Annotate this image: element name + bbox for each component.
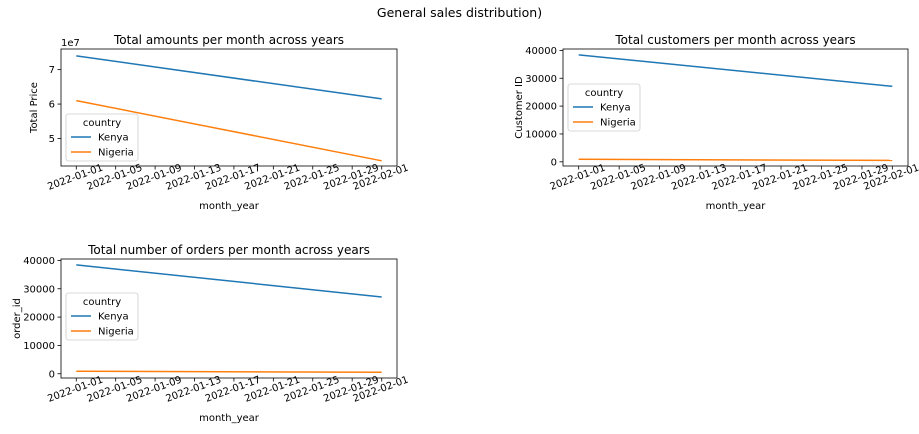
series-line-nigeria <box>76 99 382 162</box>
series-line-kenya <box>578 54 893 88</box>
axes-frame <box>562 48 909 167</box>
y-tick-label: 40000 <box>525 46 557 57</box>
legend-label-kenya: Kenya <box>98 133 129 144</box>
legend-label-kenya: Kenya <box>98 312 129 323</box>
y-tick-label: 40000 <box>23 256 55 267</box>
y-tick-label: 30000 <box>525 74 557 85</box>
axes-frame <box>60 258 398 379</box>
legend-label-kenya: Kenya <box>600 103 631 114</box>
y-tick-label: 0 <box>49 369 55 380</box>
y-tick-label: 30000 <box>23 284 55 295</box>
legend-box <box>567 83 641 132</box>
series-line-kenya <box>76 264 382 298</box>
legend-box <box>65 113 139 162</box>
legend-label-nigeria: Nigeria <box>98 148 134 159</box>
y-tick-label: 6 <box>49 100 55 111</box>
x-axis-label: month_year <box>706 201 767 212</box>
y-offset-text: 1e7 <box>61 38 80 49</box>
x-axis-label: month_year <box>199 413 260 424</box>
y-tick-label: 20000 <box>525 102 557 113</box>
legend-title: country <box>83 118 121 129</box>
y-axis-label: Customer ID <box>514 76 525 139</box>
y-axis-label: order_id <box>12 298 23 339</box>
axes-frame <box>60 48 398 167</box>
legend-label-nigeria: Nigeria <box>600 118 636 129</box>
y-tick-label: 5 <box>49 134 55 145</box>
series-line-nigeria <box>76 370 382 374</box>
legend-label-nigeria: Nigeria <box>98 327 134 338</box>
y-tick-label: 10000 <box>23 341 55 352</box>
legend-title: country <box>83 297 121 308</box>
chart-title: Total customers per month across years <box>614 33 855 47</box>
y-tick-label: 7 <box>49 65 55 76</box>
y-tick-label: 10000 <box>525 129 557 140</box>
legend-title: country <box>585 88 623 99</box>
series-line-nigeria <box>578 158 893 162</box>
series-line-kenya <box>76 55 382 100</box>
legend-box <box>65 292 139 341</box>
chart-title: Total number of orders per month across … <box>87 243 370 257</box>
y-axis-label: Total Price <box>29 82 40 134</box>
y-tick-label: 0 <box>551 157 557 168</box>
y-tick-label: 20000 <box>23 313 55 324</box>
chart-title: Total amounts per month across years <box>113 33 344 47</box>
x-axis-label: month_year <box>199 201 260 212</box>
figure-suptitle: General sales distribution) <box>376 5 543 20</box>
